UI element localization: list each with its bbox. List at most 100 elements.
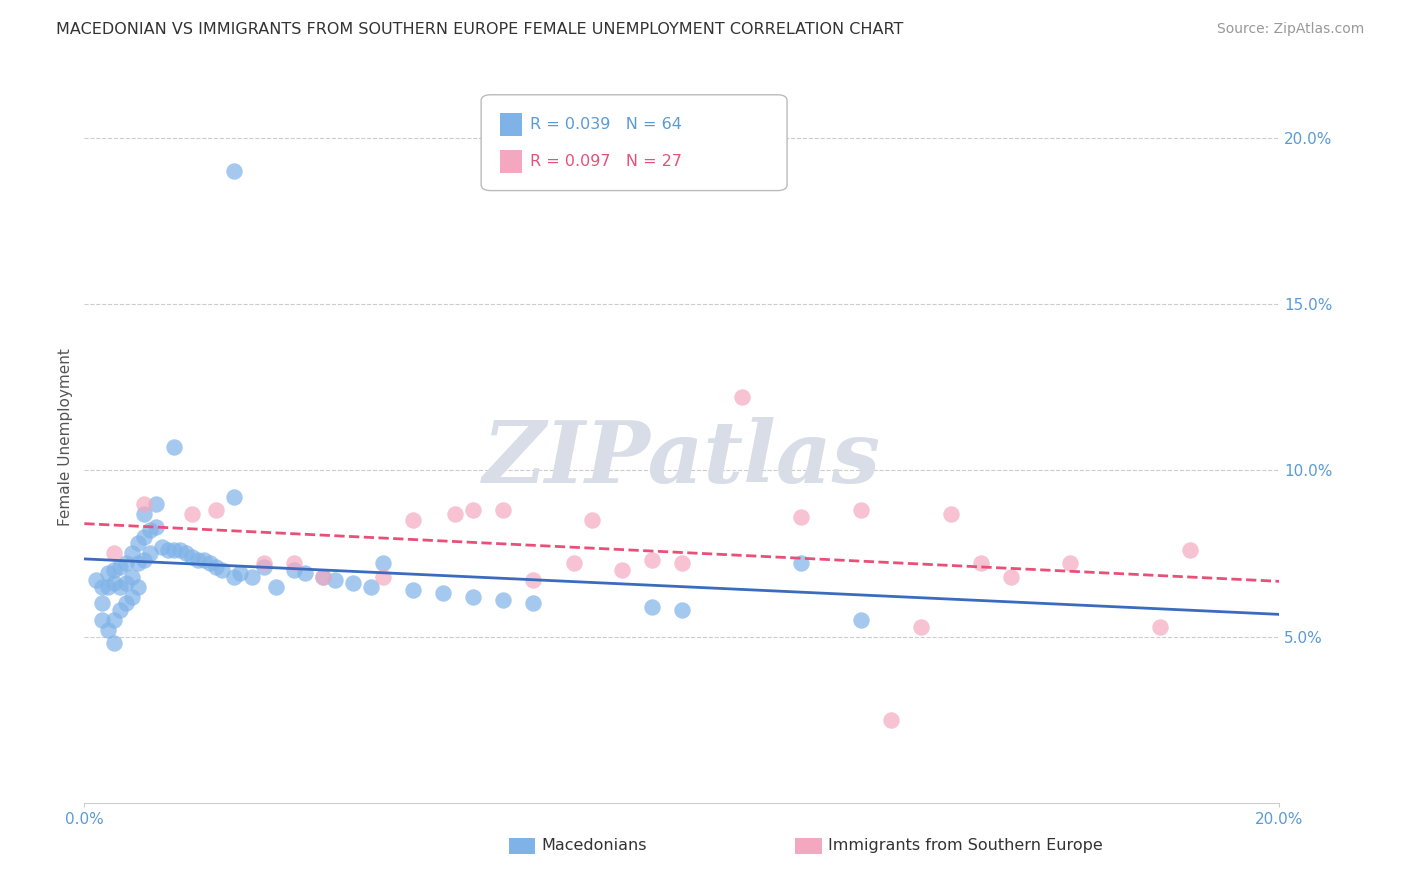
Point: [127, 557, 149, 571]
Point: [402, 582, 425, 597]
Point: [939, 507, 962, 521]
Point: [222, 164, 245, 178]
Point: [132, 530, 156, 544]
Point: [851, 503, 873, 517]
Point: [851, 613, 873, 627]
Point: [312, 570, 335, 584]
Point: [181, 549, 204, 564]
Point: [132, 497, 156, 511]
Point: [641, 553, 664, 567]
Point: [132, 507, 156, 521]
Point: [294, 566, 316, 581]
Point: [1178, 543, 1201, 558]
Point: [461, 590, 484, 604]
Point: [564, 557, 586, 571]
Text: Macedonians: Macedonians: [541, 838, 647, 853]
Text: R = 0.039   N = 64: R = 0.039 N = 64: [530, 117, 682, 132]
Point: [110, 559, 132, 574]
Point: [103, 576, 125, 591]
Point: [360, 580, 382, 594]
Point: [211, 563, 233, 577]
Point: [91, 613, 114, 627]
Text: MACEDONIAN VS IMMIGRANTS FROM SOUTHERN EUROPE FEMALE UNEMPLOYMENT CORRELATION CH: MACEDONIAN VS IMMIGRANTS FROM SOUTHERN E…: [56, 22, 904, 37]
Point: [283, 557, 305, 571]
FancyBboxPatch shape: [481, 95, 787, 191]
Point: [402, 513, 425, 527]
Point: [127, 536, 149, 550]
Point: [121, 546, 143, 560]
Point: [522, 573, 544, 587]
Point: [253, 559, 276, 574]
Point: [264, 580, 287, 594]
Point: [312, 570, 335, 584]
Point: [373, 570, 395, 584]
Point: [1059, 557, 1081, 571]
Point: [1000, 570, 1022, 584]
Point: [97, 580, 120, 594]
Point: [115, 576, 138, 591]
Point: [325, 573, 347, 587]
Point: [790, 557, 813, 571]
Point: [342, 576, 364, 591]
Point: [205, 503, 228, 517]
Point: [671, 557, 693, 571]
Point: [139, 546, 162, 560]
Text: R = 0.097   N = 27: R = 0.097 N = 27: [530, 153, 682, 169]
Point: [880, 713, 903, 727]
Point: [461, 503, 484, 517]
Point: [671, 603, 693, 617]
Text: Immigrants from Southern Europe: Immigrants from Southern Europe: [828, 838, 1102, 853]
Point: [444, 507, 467, 521]
Point: [103, 546, 125, 560]
Point: [790, 509, 813, 524]
Y-axis label: Female Unemployment: Female Unemployment: [58, 348, 73, 526]
Point: [157, 543, 180, 558]
Point: [193, 553, 215, 567]
Point: [103, 636, 125, 650]
Point: [103, 613, 125, 627]
Point: [1149, 619, 1171, 633]
Bar: [509, 838, 534, 854]
Point: [110, 603, 132, 617]
Point: [97, 623, 120, 637]
Point: [163, 440, 186, 454]
Point: [174, 546, 197, 560]
Point: [91, 596, 114, 610]
Point: [115, 596, 138, 610]
Point: [127, 580, 149, 594]
Point: [612, 563, 634, 577]
Point: [522, 596, 544, 610]
Point: [731, 390, 754, 404]
Point: [91, 580, 114, 594]
Point: [283, 563, 305, 577]
Point: [181, 507, 204, 521]
Point: [492, 593, 515, 607]
Point: [97, 566, 120, 581]
Point: [163, 543, 186, 558]
Point: [110, 580, 132, 594]
Point: [150, 540, 173, 554]
Point: [132, 553, 156, 567]
Point: [145, 497, 167, 511]
Text: ZIPatlas: ZIPatlas: [482, 417, 882, 500]
Point: [205, 559, 228, 574]
Point: [581, 513, 603, 527]
Point: [373, 557, 395, 571]
Point: [187, 553, 209, 567]
Point: [492, 503, 515, 517]
Point: [121, 570, 143, 584]
Point: [240, 570, 263, 584]
Text: Source: ZipAtlas.com: Source: ZipAtlas.com: [1216, 22, 1364, 37]
Point: [222, 490, 245, 504]
Point: [910, 619, 932, 633]
Point: [970, 557, 993, 571]
Point: [115, 557, 138, 571]
Point: [432, 586, 454, 600]
Point: [228, 566, 252, 581]
Point: [86, 573, 108, 587]
Point: [103, 563, 125, 577]
Point: [169, 543, 191, 558]
Point: [198, 557, 221, 571]
Point: [641, 599, 664, 614]
Bar: [501, 113, 522, 136]
